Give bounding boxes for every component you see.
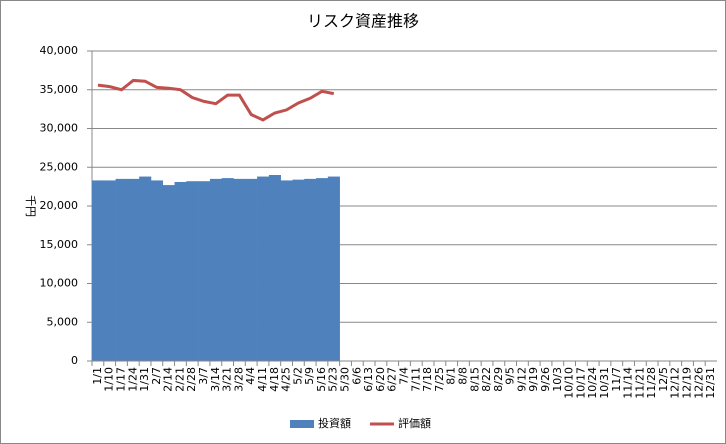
x-tick-label: 10/17: [574, 367, 587, 399]
x-tick-label: 5/30: [339, 367, 352, 392]
x-tick-label: 6/13: [362, 367, 375, 392]
x-tick-label: 2/28: [185, 367, 198, 392]
x-tick-label: 10/10: [563, 367, 576, 399]
x-tick-label: 11/7: [610, 367, 623, 392]
x-tick-label: 5/23: [327, 367, 340, 392]
x-tick-label: 8/8: [456, 367, 469, 385]
bar: [209, 178, 223, 361]
bar: [115, 178, 128, 361]
bar: [150, 180, 164, 361]
bar: [327, 176, 340, 361]
x-tick-label: 2/14: [162, 367, 175, 392]
x-tick-label: 11/21: [633, 367, 646, 399]
x-tick-label: 3/21: [221, 367, 234, 392]
bar: [268, 175, 281, 361]
x-tick-label: 8/15: [468, 367, 481, 392]
x-tick-label: 9/12: [515, 367, 528, 392]
x-tick-label: 10/31: [598, 367, 611, 399]
x-tick-label: 7/25: [433, 367, 446, 392]
x-tick-label: 1/31: [138, 367, 151, 392]
y-tick-label: 20,000: [40, 199, 79, 212]
y-tick-label: 35,000: [40, 83, 79, 96]
x-tick-label: 3/7: [197, 367, 210, 385]
y-tick-label: 5,000: [47, 315, 79, 328]
x-tick-label: 12/12: [669, 367, 682, 399]
x-tick-label: 9/5: [504, 367, 517, 385]
bar: [280, 180, 293, 361]
x-tick-label: 12/26: [692, 367, 705, 399]
x-tick-label: 11/28: [645, 367, 658, 399]
y-tick-label: 25,000: [40, 160, 79, 173]
x-tick-label: 7/11: [409, 367, 422, 392]
y-tick-label: 15,000: [40, 238, 79, 251]
bar: [304, 178, 317, 361]
legend-swatch: [290, 420, 314, 428]
bar: [221, 178, 234, 361]
x-tick-label: 8/29: [492, 367, 505, 392]
x-tick-label: 6/20: [374, 367, 387, 392]
y-tick-label: 30,000: [40, 122, 79, 135]
chart-title: リスク資産推移: [307, 12, 419, 31]
bar: [198, 181, 211, 361]
x-tick-label: 8/22: [480, 367, 493, 392]
y-tick-label: 10,000: [40, 277, 79, 290]
bar: [162, 185, 175, 361]
y-axis-label: 千円: [24, 195, 37, 217]
y-tick-label: 40,000: [40, 44, 79, 57]
bar: [127, 178, 140, 361]
x-tick-label: 7/18: [421, 367, 434, 392]
bar: [186, 181, 199, 361]
bar: [233, 178, 246, 361]
x-tick-label: 7/4: [398, 367, 411, 385]
x-tick-label: 2/21: [173, 367, 186, 392]
x-tick-label: 6/6: [350, 367, 363, 385]
bar: [103, 180, 116, 361]
bar: [174, 181, 187, 361]
y-tick-label: 0: [71, 354, 78, 367]
x-tick-label: 1/24: [126, 367, 139, 392]
x-tick-label: 2/7: [150, 367, 163, 385]
x-tick-label: 6/27: [386, 367, 399, 392]
x-tick-label: 3/14: [209, 367, 222, 392]
x-tick-label: 12/19: [681, 367, 694, 399]
bar: [139, 176, 152, 361]
x-tick-label: 9/19: [527, 367, 540, 392]
x-tick-label: 10/3: [551, 367, 564, 392]
x-tick-label: 4/11: [256, 367, 269, 392]
x-tick-label: 3/28: [232, 367, 245, 392]
x-tick-label: 1/10: [103, 367, 116, 392]
legend-label: 評価額: [398, 416, 431, 430]
bar: [245, 178, 258, 361]
x-tick-label: 1/17: [114, 367, 127, 392]
x-tick-label: 1/1: [91, 367, 104, 385]
x-tick-label: 11/14: [622, 367, 635, 399]
x-tick-label: 8/1: [445, 367, 458, 385]
x-tick-label: 12/31: [704, 367, 717, 399]
bar: [92, 180, 105, 361]
line: [97, 78, 335, 122]
x-tick-label: 4/25: [280, 367, 293, 392]
x-tick-label: 5/2: [291, 367, 304, 385]
x-tick-label: 4/4: [244, 367, 257, 385]
x-tick-label: 12/5: [657, 367, 670, 392]
x-tick-label: 10/24: [586, 367, 599, 399]
legend-label: 投資額: [318, 416, 351, 430]
x-tick-label: 4/18: [268, 367, 281, 392]
x-tick-label: 5/16: [315, 367, 328, 392]
x-tick-label: 9/26: [539, 367, 552, 392]
bar: [257, 176, 270, 361]
x-tick-label: 5/9: [303, 367, 316, 385]
bar: [292, 179, 305, 361]
bar: [316, 178, 329, 361]
